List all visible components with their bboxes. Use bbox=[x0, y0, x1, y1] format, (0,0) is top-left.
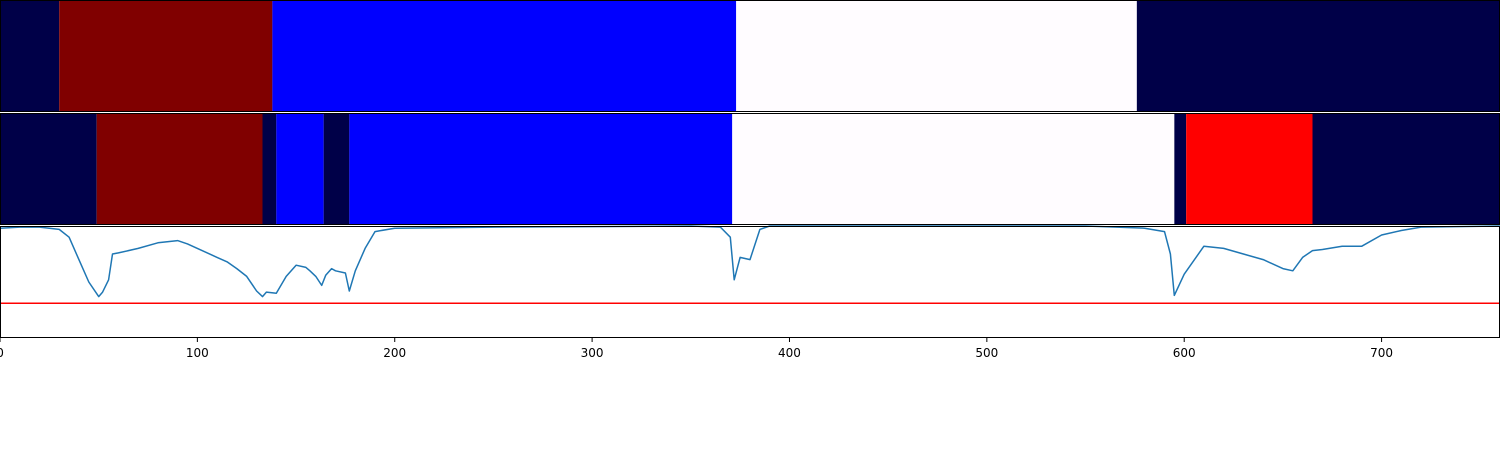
bottom-band-segment-0 bbox=[0, 113, 97, 225]
bottom-band-segment-2 bbox=[263, 113, 277, 225]
x-tick-label-0: 0 bbox=[0, 346, 4, 360]
score-line-panel bbox=[0, 226, 1500, 338]
line-panel-background bbox=[0, 226, 1500, 338]
top-band-segment-2 bbox=[272, 0, 736, 112]
bottom-band-segment-1 bbox=[97, 113, 263, 225]
x-tick-label-200: 200 bbox=[383, 346, 406, 360]
x-tick-label-700: 700 bbox=[1370, 346, 1393, 360]
bottom-band-segment-6 bbox=[732, 113, 1174, 225]
segmentation-panel-top bbox=[0, 0, 1500, 112]
bottom-band-segment-5 bbox=[349, 113, 732, 225]
bottom-band-segment-7 bbox=[1174, 113, 1186, 225]
x-tick-label-400: 400 bbox=[778, 346, 801, 360]
x-tick-label-500: 500 bbox=[975, 346, 998, 360]
x-tick-label-300: 300 bbox=[581, 346, 604, 360]
x-tick-label-600: 600 bbox=[1173, 346, 1196, 360]
top-band-segment-3 bbox=[736, 0, 1137, 112]
top-band-segment-1 bbox=[59, 0, 272, 112]
x-axis: 0 100 200 300 400 500 600 700 bbox=[0, 338, 1393, 360]
top-band-segment-0 bbox=[0, 0, 59, 112]
bottom-band-segment-4 bbox=[324, 113, 350, 225]
x-tick-label-100: 100 bbox=[186, 346, 209, 360]
bottom-band-segment-9 bbox=[1313, 113, 1500, 225]
bottom-band-segment-8 bbox=[1186, 113, 1312, 225]
bottom-band-segment-3 bbox=[276, 113, 323, 225]
top-band-segment-4 bbox=[1137, 0, 1500, 112]
segmentation-panel-bottom bbox=[0, 113, 1500, 225]
